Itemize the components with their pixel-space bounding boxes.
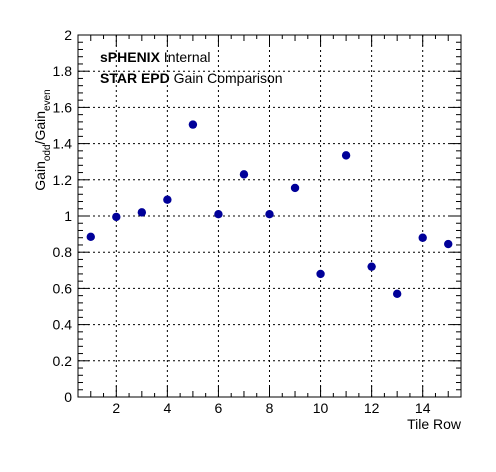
- y-axis-label: Gainodd/Gaineven: [32, 89, 53, 190]
- y-tick-label: 0.6: [53, 280, 73, 296]
- x-tick-label: 12: [364, 400, 380, 416]
- annotation-sphenix-text: Internal: [160, 49, 211, 65]
- y-tick-label: 1.2: [53, 172, 73, 188]
- x-tick-label: 4: [163, 400, 171, 416]
- y-tick-label: 1: [64, 208, 72, 224]
- y-axis-label-base1: Gain: [32, 161, 48, 191]
- data-point: [112, 212, 121, 222]
- data-point: [341, 151, 351, 160]
- y-tick-label: 0.4: [53, 317, 73, 333]
- x-tick-label: 6: [215, 400, 223, 416]
- data-point: [86, 232, 95, 242]
- annotation-star-epd-text: Gain Comparison: [170, 70, 283, 86]
- y-axis-label-base2: Gain: [32, 111, 48, 141]
- y-axis-label-sub2: even: [42, 89, 53, 111]
- y-tick-label: 1.6: [53, 99, 73, 115]
- annotation-star-epd-bold: STAR EPD: [100, 70, 170, 86]
- y-tick-label: 0: [64, 389, 72, 405]
- data-point: [444, 239, 453, 249]
- x-tick-label: 8: [266, 400, 274, 416]
- data-point: [316, 269, 325, 279]
- y-tick-label: 2: [64, 27, 72, 43]
- annotation-sphenix: sPHENIX Internal: [100, 49, 211, 65]
- data-point: [239, 170, 249, 179]
- annotation-sphenix-bold: sPHENIX: [100, 49, 161, 65]
- annotation-star-epd: STAR EPD Gain Comparison: [100, 70, 283, 86]
- data-points: [86, 120, 453, 299]
- data-point: [418, 233, 427, 242]
- y-tick-label: 0.2: [53, 353, 73, 369]
- ticks: [78, 34, 461, 398]
- data-point: [392, 289, 402, 299]
- data-point: [265, 209, 274, 219]
- data-point: [214, 209, 223, 219]
- data-point: [290, 183, 300, 193]
- x-tick-label: 10: [313, 400, 329, 416]
- data-point: [188, 120, 198, 129]
- y-axis-label-sub1: odd: [42, 144, 53, 161]
- x-axis-label: Tile Row: [407, 416, 462, 432]
- tick-labels: 2 4 6 8 10 12 14 0 0.2 0.4 0.6 0.8 1 1.2 1.4 1.6 1.8 2: [53, 27, 431, 416]
- data-point: [137, 208, 147, 217]
- x-tick-label: 14: [415, 400, 431, 416]
- y-axis-label-sep: /: [32, 140, 48, 144]
- y-tick-label: 0.8: [53, 244, 73, 260]
- y-tick-label: 1.8: [53, 63, 73, 79]
- data-point: [163, 195, 172, 204]
- data-point: [367, 262, 376, 271]
- y-tick-label: 1.4: [53, 136, 73, 152]
- x-tick-label: 2: [112, 400, 120, 416]
